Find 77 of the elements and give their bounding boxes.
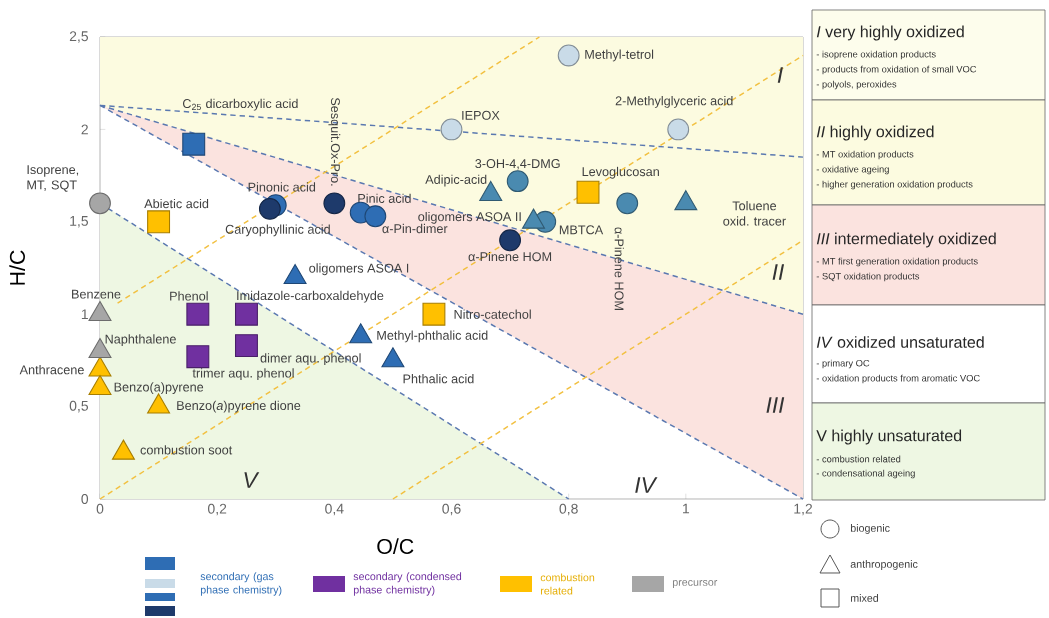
annotation: Adipic-acid [425,174,487,187]
text: - MT oxidation products [816,150,914,160]
annotation: α-Pin-dimer [382,223,448,234]
text: III intermediately oxidized [816,232,996,248]
text: - oxidative ageing [816,165,889,175]
y-tick-label: 0 [81,494,89,504]
y-axis-title: H/C [9,250,25,285]
annotation: IEPOX [462,110,500,120]
annotation: Naphthalene [105,334,176,347]
annotation: Pinic acid [358,193,411,203]
annotation: III [766,397,785,413]
text: - higher generation oxidation products [816,180,973,190]
x-tick-label: 0,8 [559,503,578,516]
text: I very highly oxidized [816,25,964,41]
text: secondary (gas phase chemistry) [200,572,282,596]
text: precursor [672,580,718,588]
text: II highly oxidized [816,125,934,141]
annotation: Sesquit.Ox-Pro. [328,97,341,186]
annotation: α-Pinene HOM [468,251,552,262]
annotation: Caryophyllinic acid [225,224,330,237]
text: biogenic [850,524,890,534]
annotation: Pinonic acid [248,182,316,192]
annotation: Abietic acid [144,198,209,209]
text: secondary (condensed phase chemistry) [353,572,462,596]
text: - oxidation products from aromatic VOC [816,374,980,384]
x-tick-label: 0,2 [207,503,227,516]
y-tick-label: 2 [81,124,88,135]
text: - primary OC [816,359,870,369]
x-tick-label: 1,2 [794,503,813,516]
text: V highly unsaturated [816,429,962,445]
annotation: Toluene oxid. tracer [723,201,786,226]
annotation: Levoglucosan [582,166,659,179]
x-tick-label: 0,6 [442,503,461,516]
annotation: combustion soot [140,445,233,455]
annotation: Phthalic acid [403,374,474,384]
text: - isoprene oxidation products [816,50,936,60]
annotation: C$_{25}$ dicarboxylic acid [182,98,298,111]
annotation: α-Pinene HOM [614,227,624,310]
x-tick-label: 0 [96,503,104,514]
annotation: V [244,472,260,488]
annotation: II [772,264,785,280]
annotation: IV [635,477,658,493]
annotation: Nitro-catechol [454,309,531,319]
annotation: Benzo(a)pyrene dione [177,400,301,413]
annotation: dimer aqu. phenol [260,353,361,366]
y-tick-label: 0,5 [69,400,89,413]
annotation: 3-OH-4,4-DMG [475,159,560,170]
x-tick-label: 0,4 [325,503,344,516]
annotation: Isoprene, MT, SQT [27,165,79,192]
y-tick-label: 1 [81,309,88,320]
text: - MT first generation oxidation products [816,257,978,267]
annotation: Anthracene [19,364,84,375]
annotation: Methyl-tetrol [585,49,654,62]
annotation: trimer aqu. phenol [192,368,294,381]
annotation: Phenol [170,291,208,301]
text: - combustion related [816,455,901,463]
text: combustion related [540,573,595,595]
annotation: Imidazole-carboxaldehyde [237,290,384,303]
annotation: oligomers ASOA II [418,211,521,224]
x-axis-title: O/C [377,538,414,555]
annotation: MBTCA [559,225,604,235]
annotation: I [777,67,783,83]
x-tick-label: 1 [683,503,690,514]
annotation: 2-Methylglyceric acid [615,95,733,108]
annotation: oligomers ASOA I [309,263,409,276]
text: - polyols, peroxides [816,80,897,90]
annotation: Methyl-phthalic acid [377,330,488,343]
text: mixed [850,594,879,602]
y-tick-label: 1,5 [70,216,89,228]
annotation: Benzo(a)pyrene [114,382,204,395]
y-tick-label: 2,5 [69,31,89,43]
text: - products from oxidation of small VOC [816,65,977,75]
text: IV oxidized unsaturated [816,336,984,348]
text: anthropogenic [850,560,918,570]
annotation: Benzene [72,289,121,299]
text: - SQT oxidation products [816,272,920,282]
text: - condensational ageing [816,469,915,479]
